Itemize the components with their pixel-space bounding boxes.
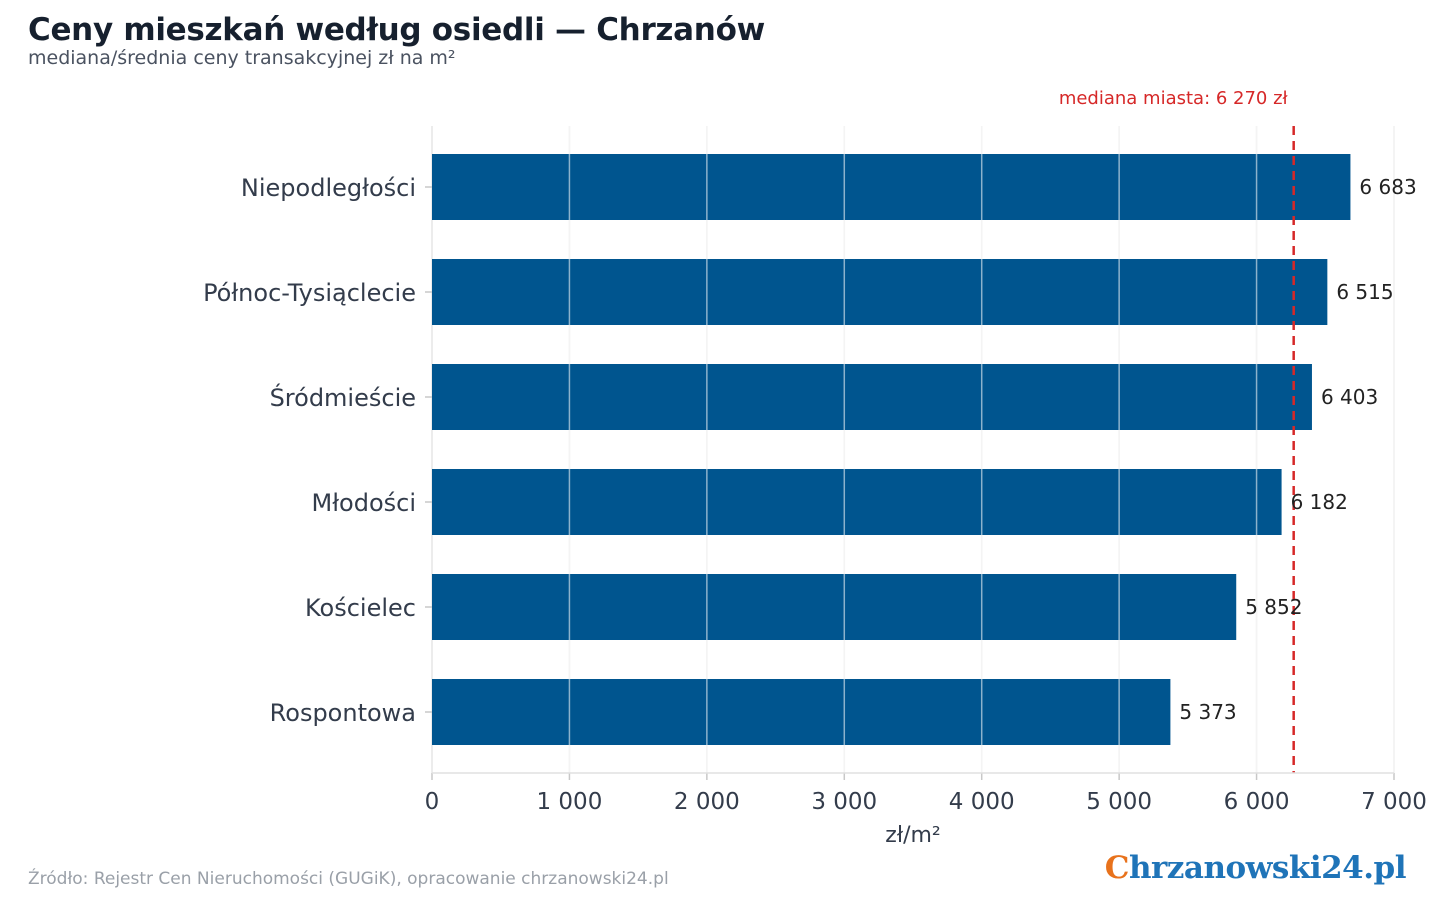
x-tick-label: 7 000 (1361, 789, 1427, 815)
reference-line-label: mediana miasta: 6 270 zł (1059, 88, 1289, 109)
x-tick-label: 1 000 (536, 789, 602, 815)
labels: 0 1 000 2 000 3 000 4 000 5 000 6 000 7 000 Niep… (203, 88, 1427, 815)
value-label: 6 515 (1336, 280, 1393, 304)
category-label: Śródmieście (270, 382, 416, 412)
x-tick-label: 0 (425, 789, 440, 815)
value-label: 6 683 (1359, 175, 1416, 199)
category-label: Młodości (312, 489, 417, 517)
category-label: Kościelec (305, 594, 416, 622)
bar (432, 469, 1282, 535)
bar-chart: 0 1 000 2 000 3 000 4 000 5 000 6 000 7 000 Niep… (203, 88, 1427, 848)
value-label: 5 852 (1245, 595, 1302, 619)
bar (432, 259, 1328, 325)
value-label: 6 403 (1321, 385, 1378, 409)
logo-first-letter: C (1104, 850, 1130, 886)
x-tick-label: 2 000 (674, 789, 740, 815)
value-label: 5 373 (1179, 700, 1236, 724)
bar (432, 364, 1312, 430)
site-logo[interactable]: Chrzanowski24.pl (1104, 850, 1407, 886)
value-label: 6 182 (1291, 490, 1348, 514)
x-tick-label: 3 000 (811, 789, 877, 815)
category-label: Niepodległości (241, 174, 416, 202)
bar (432, 679, 1171, 745)
logo-text: hrzanowski24.pl (1128, 850, 1407, 886)
bars (432, 126, 1395, 773)
grid-lines (431, 126, 1395, 773)
bar (432, 154, 1351, 220)
axes (425, 186, 1395, 780)
source-note: Źródło: Rejestr Cen Nieruchomości (GUGiK… (28, 869, 669, 889)
x-tick-label: 4 000 (949, 789, 1015, 815)
x-tick-label: 5 000 (1086, 789, 1152, 815)
bar (432, 574, 1237, 640)
chart-title: Ceny mieszkań według osiedli — Chrzanów (28, 12, 765, 48)
x-tick-label: 6 000 (1224, 789, 1290, 815)
chart-subtitle: mediana/średnia ceny transakcyjnej zł na… (28, 47, 456, 69)
x-axis-title: zł/m² (885, 823, 940, 848)
category-label: Rospontowa (270, 699, 416, 727)
category-label: Północ-Tysiąclecie (203, 279, 416, 307)
